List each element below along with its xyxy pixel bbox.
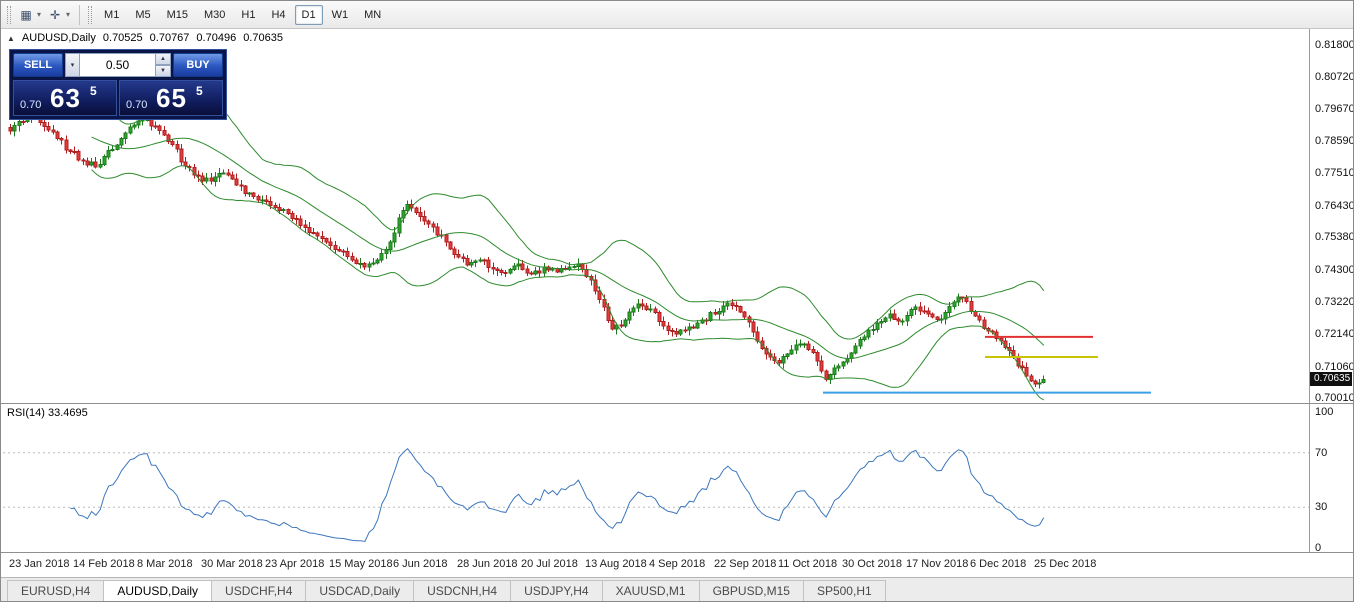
chart-tab-usdcnh-h4[interactable]: USDCNH,H4 bbox=[413, 580, 512, 601]
volume-stepper: ▲ ▼ bbox=[156, 53, 171, 77]
crosshair-icon-dropdown[interactable]: ▾ bbox=[66, 10, 71, 19]
price-axis-label: 0.79670 bbox=[1315, 103, 1354, 115]
one-click-price-row: 0.70 63 5 0.70 65 5 bbox=[13, 80, 223, 116]
buy-price-big-digits: 65 bbox=[156, 83, 187, 113]
chart-symbol-label: AUDUSD,Daily bbox=[21, 32, 96, 44]
timeframe-button-h4[interactable]: H4 bbox=[264, 5, 292, 25]
timeframe-button-m15[interactable]: M15 bbox=[160, 5, 195, 25]
one-click-trading-panel: SELL ▾ ▲ ▼ BUY 0.70 63 5 bbox=[9, 49, 227, 120]
chart-tab-audusd-daily[interactable]: AUDUSD,Daily bbox=[103, 580, 213, 601]
chart-tab-sp500-h1[interactable]: SP500,H1 bbox=[802, 580, 886, 601]
price-axis[interactable]: 0.70635 0.81800 0.80720 0.79670 0.78590 0.77… bbox=[1309, 29, 1354, 404]
chart-tab-eurusd-h4[interactable]: EURUSD,H4 bbox=[7, 580, 105, 601]
price-axis-label: 0.71060 bbox=[1315, 361, 1354, 373]
chart-header: ▲ AUDUSD,Daily 0.70525 0.70767 0.70496 0… bbox=[7, 32, 283, 44]
rsi-indicator-label: RSI(14) 33.4695 bbox=[7, 407, 88, 419]
price-axis-label: 0.78590 bbox=[1315, 135, 1354, 147]
chart-tab-usdchf-h4[interactable]: USDCHF,H4 bbox=[211, 580, 307, 601]
date-axis-label: 14 Feb 2018 bbox=[73, 558, 135, 570]
sell-price-prefix: 0.70 bbox=[20, 99, 42, 111]
buy-price-pip-digit: 5 bbox=[196, 84, 203, 98]
volume-control: ▾ ▲ ▼ bbox=[65, 53, 171, 77]
rsi-axis-label: 100 bbox=[1315, 406, 1334, 418]
timeframe-button-m5[interactable]: M5 bbox=[128, 5, 157, 25]
price-axis-label: 0.76430 bbox=[1315, 200, 1354, 212]
ohlc-open-value: 0.70525 bbox=[102, 32, 143, 44]
timeframe-button-mn[interactable]: MN bbox=[357, 5, 388, 25]
timeframe-button-d1[interactable]: D1 bbox=[294, 4, 323, 25]
chart-grid-icon[interactable]: ▦ bbox=[15, 5, 37, 25]
date-axis-label: 8 Mar 2018 bbox=[137, 558, 193, 570]
date-axis-label: 17 Nov 2018 bbox=[906, 558, 969, 570]
date-axis-label: 15 May 2018 bbox=[329, 558, 393, 570]
price-axis-label: 0.77510 bbox=[1315, 167, 1354, 179]
chart-tab-gbpusd-m15[interactable]: GBPUSD,M15 bbox=[698, 580, 804, 601]
price-axis-label: 0.72140 bbox=[1315, 328, 1354, 340]
chart-tab-usdjpy-h4[interactable]: USDJPY,H4 bbox=[510, 580, 603, 601]
price-pane: ▲ AUDUSD,Daily 0.70525 0.70767 0.70496 0… bbox=[1, 29, 1353, 404]
crosshair-icon[interactable]: ✛ bbox=[44, 5, 66, 25]
volume-input[interactable] bbox=[80, 53, 156, 77]
buy-button[interactable]: BUY bbox=[173, 53, 223, 77]
chart-tab-xauusd-m1[interactable]: XAUUSD,M1 bbox=[601, 580, 700, 601]
timeframe-button-w1[interactable]: W1 bbox=[325, 5, 356, 25]
chart-area: ▲ AUDUSD,Daily 0.70525 0.70767 0.70496 0… bbox=[1, 29, 1353, 579]
rsi-axis-label: 30 bbox=[1315, 501, 1328, 513]
rsi-pane: RSI(14) 33.4695 100 70 30 0 bbox=[1, 404, 1353, 554]
date-axis-label: 11 Oct 2018 bbox=[778, 558, 838, 570]
date-axis-label: 20 Jul 2018 bbox=[521, 558, 578, 570]
candlestick-chart[interactable] bbox=[1, 29, 1311, 403]
one-click-order-row: SELL ▾ ▲ ▼ BUY bbox=[13, 53, 223, 77]
ohlc-high-value: 0.70767 bbox=[149, 32, 190, 44]
date-axis-label: 22 Sep 2018 bbox=[714, 558, 777, 570]
tool-icon-group: ▦ ▾ ✛ ▾ bbox=[15, 5, 73, 25]
chart-grid-icon-dropdown[interactable]: ▾ bbox=[37, 10, 42, 19]
price-axis-label: 0.74300 bbox=[1315, 264, 1354, 276]
timeframe-button-h1[interactable]: H1 bbox=[234, 5, 262, 25]
volume-dropdown-icon[interactable]: ▾ bbox=[65, 53, 80, 77]
date-axis-label: 4 Sep 2018 bbox=[649, 558, 706, 570]
price-axis-label: 0.80720 bbox=[1315, 71, 1354, 83]
date-axis-label: 23 Apr 2018 bbox=[265, 558, 325, 570]
volume-increase-icon[interactable]: ▲ bbox=[156, 53, 171, 65]
timeframe-toolbar-grip[interactable] bbox=[88, 5, 93, 24]
timeframe-button-m1[interactable]: M1 bbox=[97, 5, 126, 25]
date-axis-label: 6 Dec 2018 bbox=[970, 558, 1027, 570]
top-toolbar: ▦ ▾ ✛ ▾ M1 M5 M15 M30 H1 H4 D1 W1 MN bbox=[1, 1, 1353, 29]
price-axis-label: 0.73220 bbox=[1315, 296, 1354, 308]
date-axis-label: 23 Jan 2018 bbox=[9, 558, 70, 570]
price-axis-label: 0.81800 bbox=[1315, 39, 1354, 51]
date-axis[interactable]: 23 Jan 2018 14 Feb 2018 8 Mar 2018 30 Mar 2… bbox=[1, 553, 1353, 579]
price-axis-label: 0.75380 bbox=[1315, 231, 1354, 243]
rsi-chart[interactable] bbox=[1, 404, 1311, 552]
chart-tabbar: EURUSD,H4 AUDUSD,Daily USDCHF,H4 USDCAD,Dai… bbox=[1, 577, 1353, 601]
date-axis-label: 6 Jun 2018 bbox=[393, 558, 448, 570]
buy-price-prefix: 0.70 bbox=[126, 99, 148, 111]
sell-button[interactable]: SELL bbox=[13, 53, 63, 77]
rsi-axis: 100 70 30 0 bbox=[1309, 404, 1353, 554]
ohlc-low-value: 0.70496 bbox=[196, 32, 237, 44]
toolbar-separator bbox=[79, 4, 81, 25]
rsi-axis-label: 0 bbox=[1315, 542, 1322, 554]
date-axis-label: 30 Oct 2018 bbox=[842, 558, 902, 570]
sell-price-display[interactable]: 0.70 63 5 bbox=[13, 80, 117, 116]
date-axis-label: 25 Dec 2018 bbox=[1034, 558, 1097, 570]
date-axis-label: 28 Jun 2018 bbox=[457, 558, 518, 570]
ohlc-close-value: 0.70635 bbox=[243, 32, 283, 44]
chart-tab-usdcad-daily[interactable]: USDCAD,Daily bbox=[305, 580, 415, 601]
rsi-axis-label: 70 bbox=[1315, 447, 1328, 459]
price-axis-label: 0.70010 bbox=[1315, 392, 1354, 404]
one-click-collapse-icon[interactable]: ▲ bbox=[7, 33, 15, 43]
date-axis-label: 30 Mar 2018 bbox=[201, 558, 263, 570]
sell-price-big-digits: 63 bbox=[50, 83, 81, 113]
date-axis-label: 13 Aug 2018 bbox=[585, 558, 647, 570]
timeframe-button-m30[interactable]: M30 bbox=[197, 5, 232, 25]
buy-price-display[interactable]: 0.70 65 5 bbox=[119, 80, 223, 116]
toolbar-grip[interactable] bbox=[7, 5, 11, 24]
sell-price-pip-digit: 5 bbox=[90, 84, 97, 98]
timeframe-button-group: M1 M5 M15 M30 H1 H4 D1 W1 MN bbox=[96, 4, 389, 25]
volume-decrease-icon[interactable]: ▼ bbox=[156, 65, 171, 77]
current-price-tag: 0.70635 bbox=[1310, 372, 1352, 386]
